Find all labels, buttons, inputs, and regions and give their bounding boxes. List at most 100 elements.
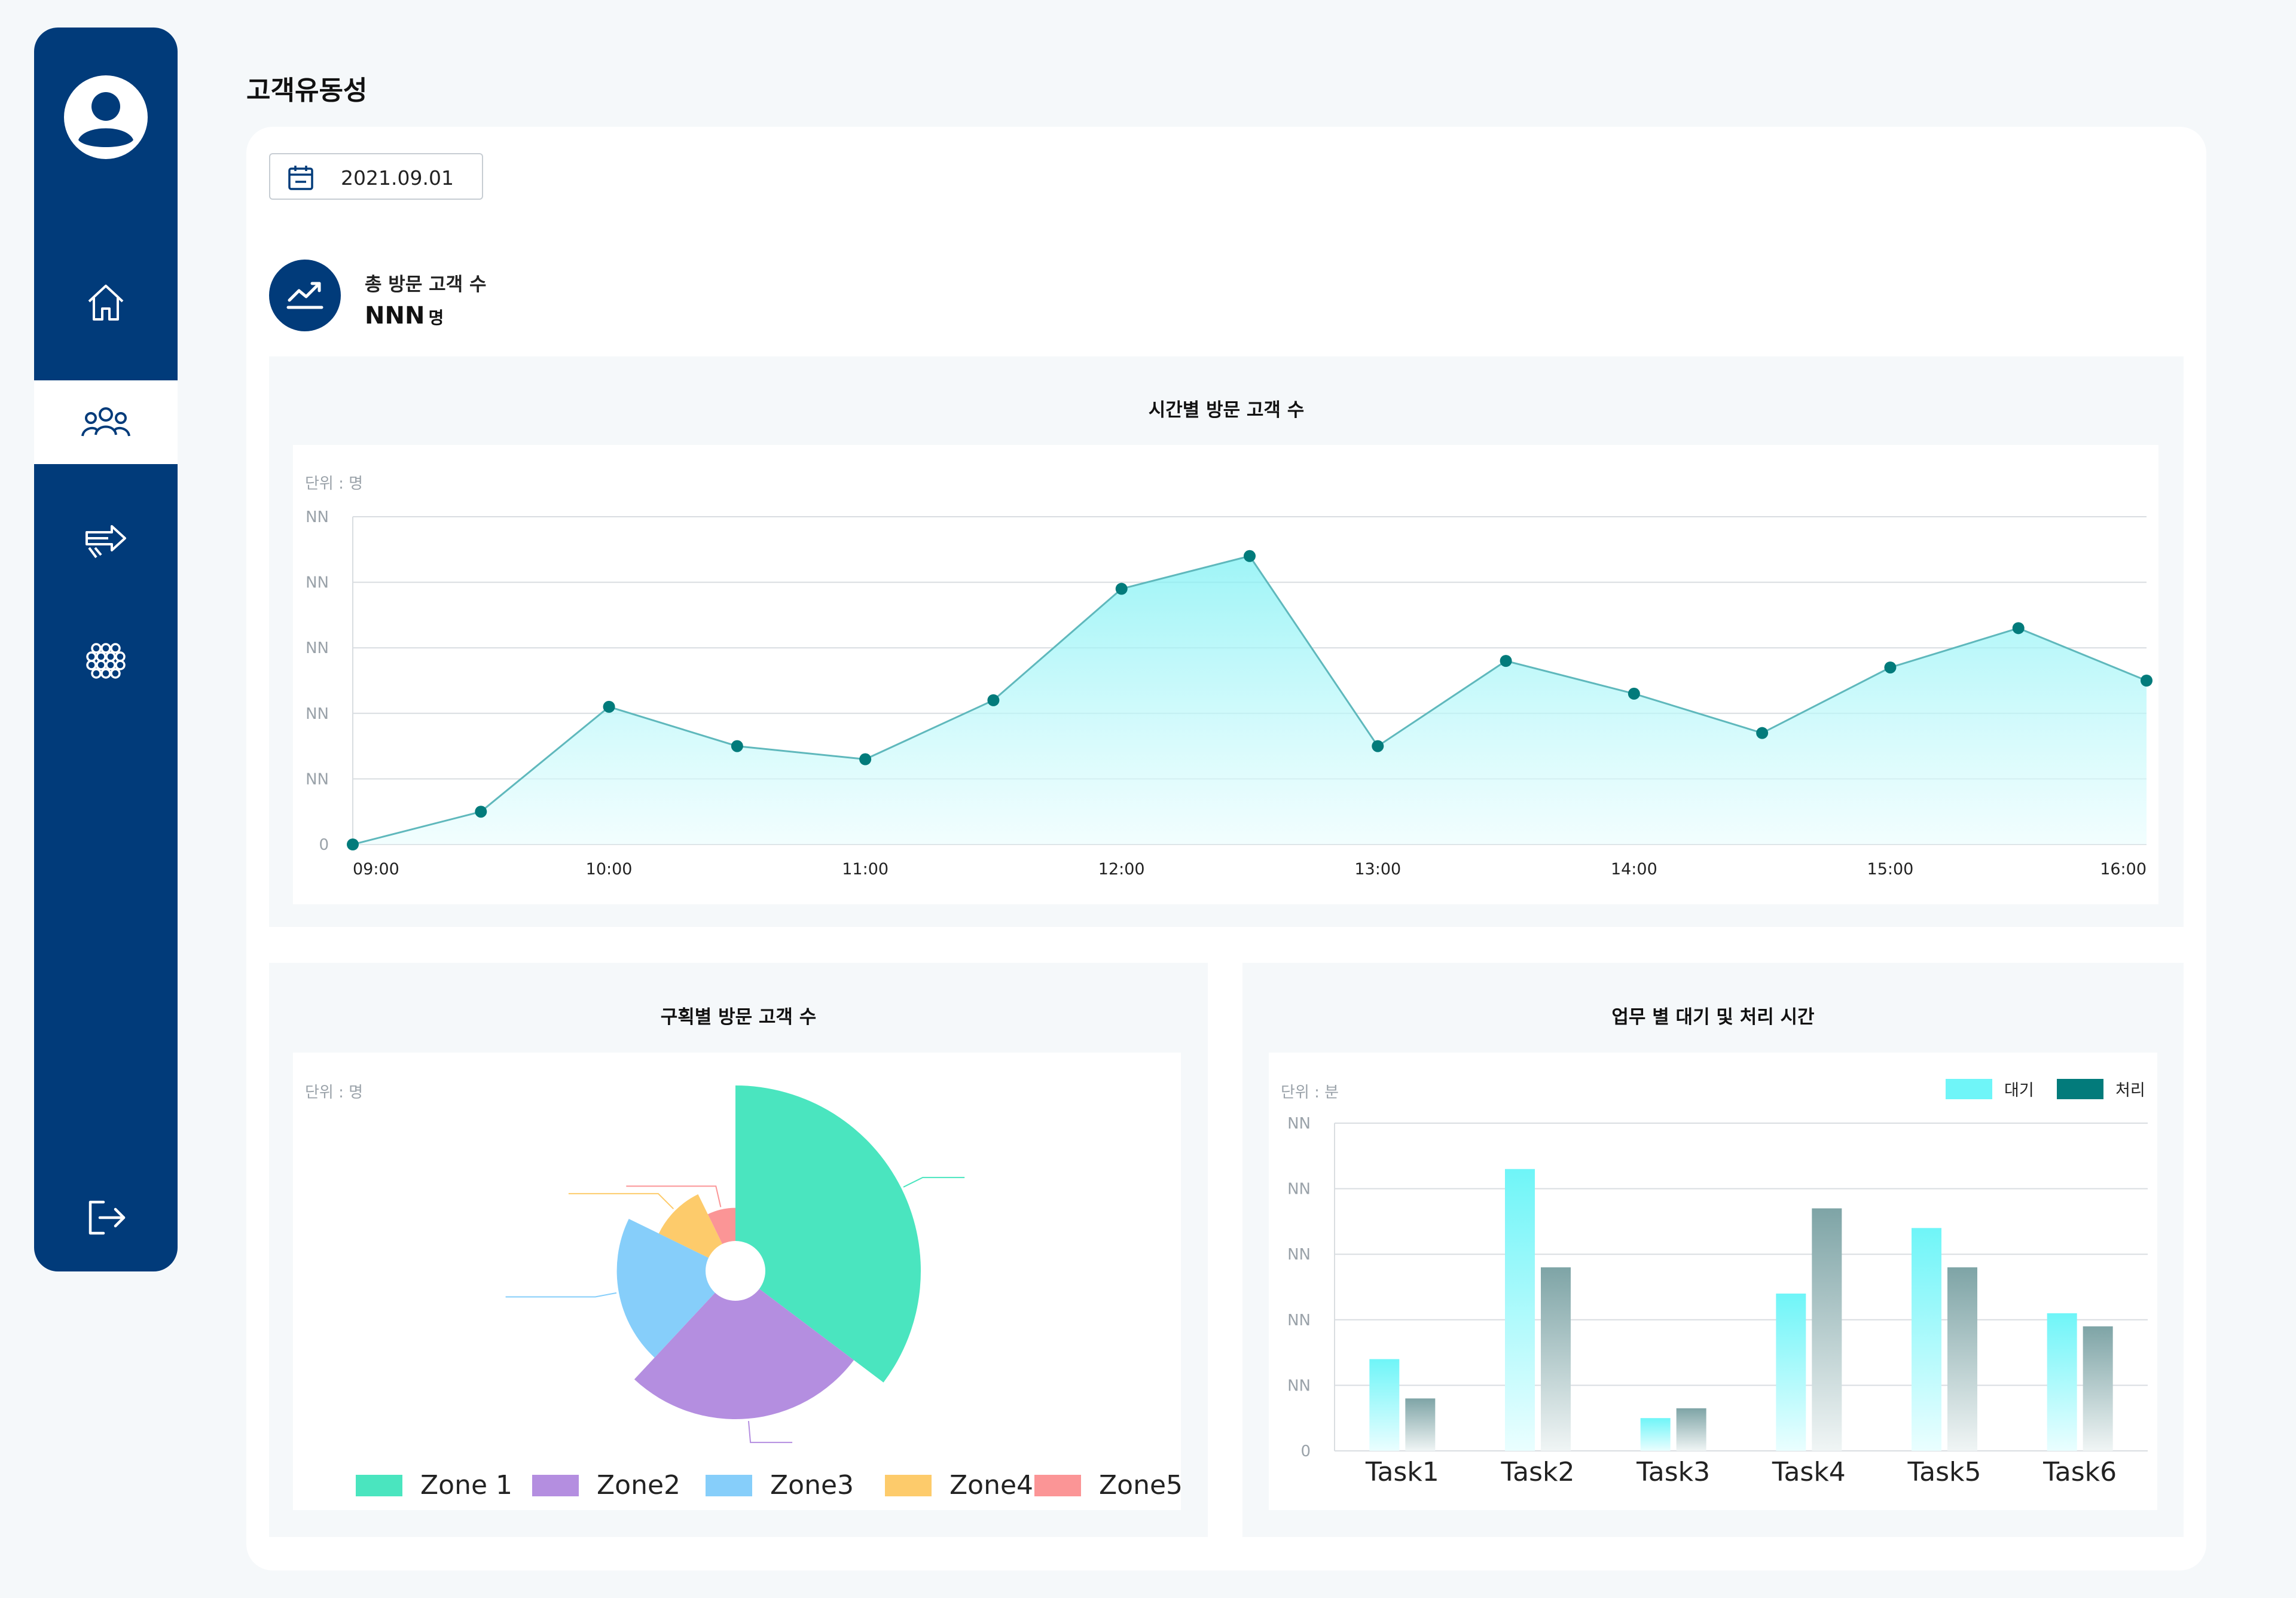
- data-point: [1628, 687, 1640, 700]
- bar: [1947, 1267, 1977, 1451]
- x-tick-label: 10:00: [586, 860, 633, 879]
- hourly-visitors-title: 시간별 방문 고객 수: [1148, 399, 1305, 421]
- data-point: [1372, 740, 1384, 752]
- x-tick-label: 16:00: [2100, 860, 2147, 879]
- data-point: [859, 753, 872, 766]
- nav-item-flow[interactable]: [34, 506, 178, 578]
- data-point: [2141, 675, 2152, 687]
- bar: [1776, 1293, 1806, 1451]
- bar: [1812, 1208, 1842, 1451]
- y-tick-label: NN: [306, 705, 329, 723]
- task-time-unit: 단위 : 분: [1281, 1084, 1339, 1102]
- bar: [2047, 1313, 2077, 1451]
- task-time-title: 업무 별 대기 및 처리 시간: [1611, 1007, 1815, 1028]
- trend-chart-icon: [269, 260, 341, 331]
- x-tick-label: 09:00: [353, 860, 399, 879]
- y-tick-label: NN: [1287, 1312, 1311, 1329]
- pie-center-hole: [706, 1241, 765, 1301]
- legend-label: Zone4: [949, 1470, 1033, 1501]
- pie-slice: [634, 1271, 854, 1419]
- y-tick-label: NN: [306, 508, 329, 526]
- hourly-visitors-chart: 0 NN NN NN NN NN 09:00 10:00 11:00 12:00 13:00 14:0…: [306, 508, 2152, 879]
- x-tick-label: 15:00: [1867, 860, 1914, 879]
- data-point: [347, 838, 359, 850]
- y-tick-label: NN: [1287, 1377, 1311, 1395]
- pie-slice: [616, 1219, 735, 1358]
- pie-slice: [735, 1085, 921, 1383]
- data-point: [1115, 583, 1128, 595]
- task-time-chart: 0 NN NN NN NN NN Task1 Task2 Task3 Task4 Task5 Task…: [1287, 1079, 2148, 1487]
- y-tick-label: NN: [1287, 1181, 1311, 1198]
- legend-swatch: [1034, 1475, 1081, 1496]
- bar: [1912, 1228, 1941, 1451]
- y-tick-label: 0: [319, 836, 329, 854]
- nav-item-people[interactable]: [34, 380, 178, 464]
- nav-item-cells[interactable]: [34, 626, 178, 697]
- area-fill: [353, 556, 2147, 844]
- legend-label: Zone 1: [420, 1470, 512, 1501]
- total-visitors-number: NNN: [365, 302, 425, 330]
- legend-swatch: [356, 1475, 402, 1496]
- x-tick-label: Task5: [1907, 1457, 1981, 1487]
- hourly-visitors-unit: 단위 : 명: [305, 475, 364, 493]
- x-tick-label: Task3: [1636, 1457, 1710, 1487]
- page-title: 고객유동성: [246, 75, 368, 106]
- nav-item-logout[interactable]: [34, 1182, 178, 1254]
- total-visitors-label: 총 방문 고객 수: [365, 274, 487, 295]
- cells-icon: [86, 643, 126, 679]
- y-tick-label: 0: [1300, 1443, 1311, 1460]
- data-point: [603, 700, 615, 713]
- legend-swatch: [532, 1475, 579, 1496]
- bar: [1505, 1169, 1535, 1451]
- bar: [1405, 1398, 1436, 1451]
- slice-leader-line: [747, 1420, 793, 1443]
- x-tick-label: 13:00: [1354, 860, 1401, 879]
- x-tick-label: Task1: [1365, 1457, 1439, 1487]
- y-tick-label: NN: [306, 770, 329, 788]
- total-visitors-value: NNN 명: [365, 302, 444, 330]
- slice-leader-line: [568, 1193, 674, 1210]
- legend-swatch: [1946, 1079, 1992, 1099]
- slice-leader-line: [903, 1176, 965, 1188]
- logout-icon: [88, 1200, 126, 1235]
- bar: [1541, 1267, 1571, 1451]
- legend-label: 대기: [2004, 1081, 2034, 1100]
- data-point: [987, 694, 1000, 706]
- bar: [1676, 1408, 1706, 1451]
- legend-swatch: [2057, 1079, 2103, 1099]
- bar: [1640, 1418, 1671, 1451]
- x-tick-label: Task6: [2042, 1457, 2117, 1487]
- calendar-icon: [288, 166, 313, 190]
- data-point: [1500, 655, 1512, 667]
- y-tick-label: NN: [1287, 1115, 1311, 1133]
- zone-visitors-chart: Zone 1 Zone2 Zone3 Zone4 Zone5: [356, 1085, 1181, 1501]
- bar: [1369, 1359, 1400, 1451]
- legend-label: Zone3: [770, 1470, 854, 1501]
- data-point: [1756, 727, 1769, 739]
- bar: [2083, 1326, 2113, 1451]
- x-tick-label: Task4: [1772, 1457, 1846, 1487]
- y-tick-label: NN: [306, 574, 329, 592]
- date-value: 2021.09.01: [341, 166, 454, 190]
- x-tick-label: Task2: [1501, 1457, 1575, 1487]
- legend-label: Zone5: [1099, 1470, 1181, 1501]
- zone-visitors-title: 구획별 방문 고객 수: [660, 1007, 817, 1028]
- x-tick-label: 14:00: [1611, 860, 1657, 879]
- data-point: [2012, 622, 2025, 635]
- y-tick-label: NN: [1287, 1246, 1311, 1264]
- legend-label: Zone2: [597, 1470, 680, 1501]
- user-avatar-icon[interactable]: [64, 75, 148, 159]
- y-tick-label: NN: [306, 639, 329, 657]
- slice-leader-line: [505, 1292, 617, 1298]
- nav-item-home[interactable]: [34, 267, 178, 338]
- legend-swatch: [706, 1475, 752, 1496]
- data-point: [731, 740, 743, 752]
- zone-visitors-unit: 단위 : 명: [305, 1084, 364, 1102]
- home-icon: [88, 285, 124, 321]
- people-icon: [81, 407, 130, 437]
- legend-label: 처리: [2115, 1081, 2145, 1100]
- date-picker[interactable]: 2021.09.01: [269, 153, 483, 200]
- slice-leader-line: [626, 1185, 722, 1207]
- data-point: [1244, 550, 1256, 562]
- data-point: [1884, 661, 1897, 674]
